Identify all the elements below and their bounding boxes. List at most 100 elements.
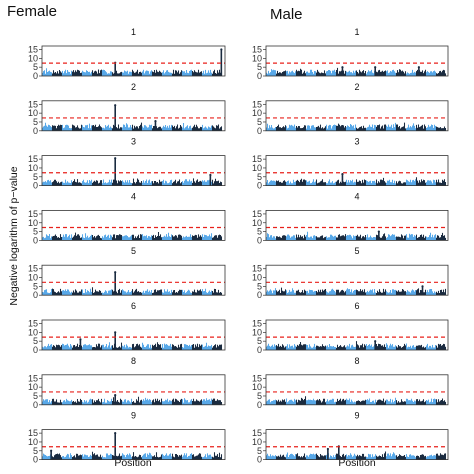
chromosome-bars [395,180,407,186]
y-tick-label: 10 [252,382,262,392]
chromosome-bars [415,234,427,241]
chromosome-bars [415,399,427,405]
chromosome-bars [435,453,447,460]
chromosome-bars [81,454,93,460]
chromosome-bars [305,125,317,131]
panel-title: 5 [354,246,359,256]
chromosome-bars [355,234,367,241]
chromosome-bars [275,287,287,296]
chromosome-bars [435,288,447,296]
y-tick-label: 5 [257,281,262,291]
chromosome-bars [101,453,113,460]
chromosome-bars [365,69,377,76]
chromosome-bars [285,234,297,241]
panel-title: 1 [131,27,136,37]
y-tick-label: 0 [257,400,262,410]
y-tick-label: 10 [28,327,38,337]
chromosome-bars [121,70,133,76]
panel-title: 1 [354,27,359,37]
chromosome-bars [425,454,437,460]
chromosome-bars [171,179,183,186]
chromosome-bars [191,289,203,296]
chromosome-bars [191,453,203,460]
y-tick-label: 10 [28,273,38,283]
peak-point [326,447,329,451]
peak-point [209,173,212,177]
chromosome-bars [395,399,407,405]
chromosome-bars [265,69,277,76]
chromosome-bars [81,344,93,350]
chromosome-bars [285,452,297,460]
chromosome-bars [265,453,277,460]
chromosome-bars [141,124,153,131]
chromosome-bars [71,124,83,131]
chromosome-bars [141,289,153,296]
chromosome-bars [395,289,407,296]
y-tick-label: 5 [33,446,38,456]
chromosome-bars [275,343,287,350]
chromosome-bars [395,69,407,76]
chromosome-bars [51,344,63,350]
chromosome-bars [161,343,173,350]
chromosome-bars [295,342,307,350]
chromosome-bars [81,288,93,296]
panel-title: 9 [131,411,136,421]
chromosome-bars [131,343,143,350]
chromosome-bars [325,69,337,76]
y-tick-label: 0 [33,290,38,300]
chromosome-bars [335,179,347,186]
panel-title: 2 [131,82,136,92]
chromosome-bars [415,344,427,350]
y-tick-label: 5 [257,62,262,72]
chromosome-bars [345,179,357,186]
chromosome-bars [415,124,427,131]
chromosome-bars [81,398,93,405]
chromosome-bars [355,125,367,131]
chromosome-bars [385,179,397,186]
chromosome-bars [425,289,437,296]
chromosome-bars [171,234,183,241]
chromosome-bars [191,124,203,131]
chromosome-bars [111,453,123,460]
y-tick-label: 10 [28,108,38,118]
chromosome-bars [395,122,407,131]
chromosome-bars [375,288,387,296]
chromosome-bars [275,235,287,241]
panel-frame [41,374,226,406]
peak-point [114,104,117,107]
chromosome-bars [151,452,163,460]
chromosome-bars [211,398,223,405]
chromosome-bars [121,180,133,186]
chromosome-bars [61,69,73,76]
y-tick-label: 15 [252,45,262,55]
chromosome-bars [41,234,53,241]
chromosome-bars [365,234,377,241]
chromosome-bars [405,69,417,76]
chromosome-bars [41,122,53,131]
y-tick-label: 10 [28,218,38,228]
chromosome-bars [415,177,427,186]
chromosome-bars [415,454,427,460]
y-tick-label: 0 [257,290,262,300]
chromosome-bars [91,124,103,131]
chromosome-bars [385,343,397,350]
chromosome-bars [211,124,223,131]
panel-title: 3 [131,137,136,147]
chromosome-bars [305,343,317,350]
chromosome-bars [111,397,123,405]
chromosome-bars [335,123,347,131]
chromosome-bars [201,342,213,350]
y-tick-label: 5 [257,117,262,127]
peak-point [79,338,82,341]
chromosome-bars [345,453,357,460]
chromosome-bars [131,288,143,296]
chromosome-bars [405,454,417,460]
chromosome-bars [101,289,113,296]
chromosome-bars [295,68,307,76]
panel-title: 5 [131,246,136,256]
chromosome-bars [51,288,63,296]
